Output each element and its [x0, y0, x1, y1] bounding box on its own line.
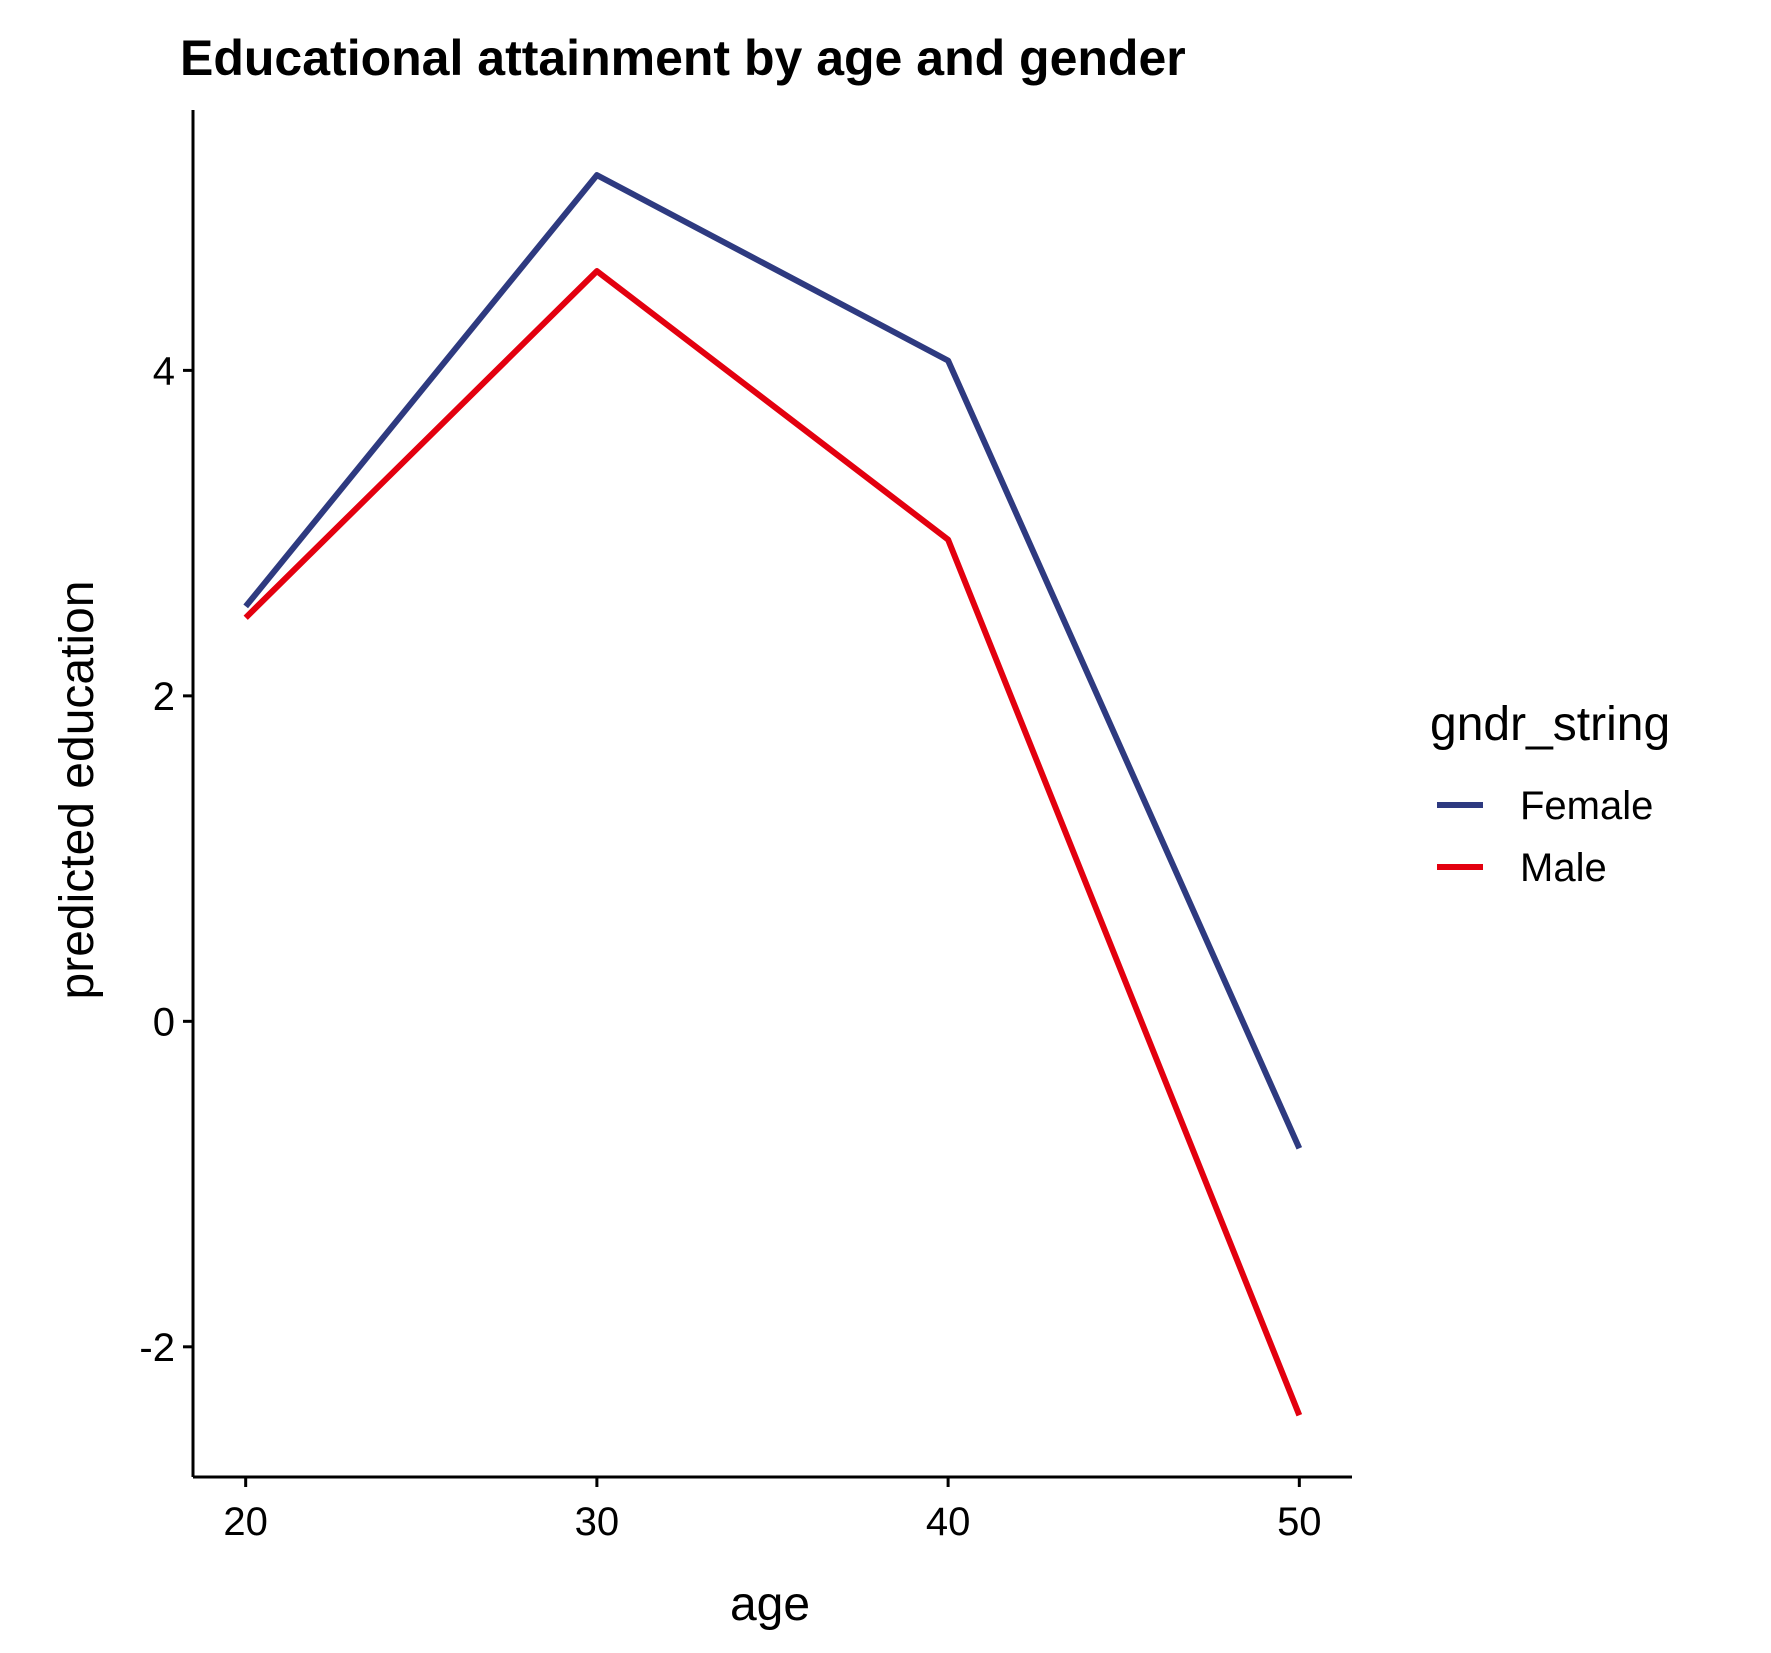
plot-area: -2 0 2 4 20 30 40 50 — [139, 110, 1352, 1544]
series-line-female — [243, 172, 1303, 1150]
y-tick-label: 0 — [153, 1000, 175, 1044]
y-tick-label: -2 — [139, 1326, 175, 1370]
legend: gndr_string Female Male — [1430, 698, 1670, 890]
legend-label-female: Female — [1520, 784, 1653, 828]
series-lines — [243, 172, 1303, 1417]
y-tick-label: 4 — [153, 349, 175, 393]
y-axis-title: predicted education — [51, 581, 104, 1000]
legend-items: Female Male — [1437, 784, 1653, 890]
x-tick-label: 30 — [575, 1500, 620, 1544]
x-tick-label: 40 — [926, 1500, 971, 1544]
x-axis-ticks: 20 30 40 50 — [223, 1477, 1322, 1544]
x-axis-title: age — [730, 1578, 810, 1631]
y-tick-label: 2 — [153, 675, 175, 719]
series-line-male — [243, 268, 1303, 1417]
legend-title: gndr_string — [1430, 698, 1670, 751]
y-axis-ticks: -2 0 2 4 — [139, 349, 193, 1370]
chart-title: Educational attainment by age and gender — [180, 30, 1186, 86]
x-tick-label: 50 — [1277, 1500, 1322, 1544]
x-tick-label: 20 — [223, 1500, 268, 1544]
legend-label-male: Male — [1520, 846, 1607, 890]
